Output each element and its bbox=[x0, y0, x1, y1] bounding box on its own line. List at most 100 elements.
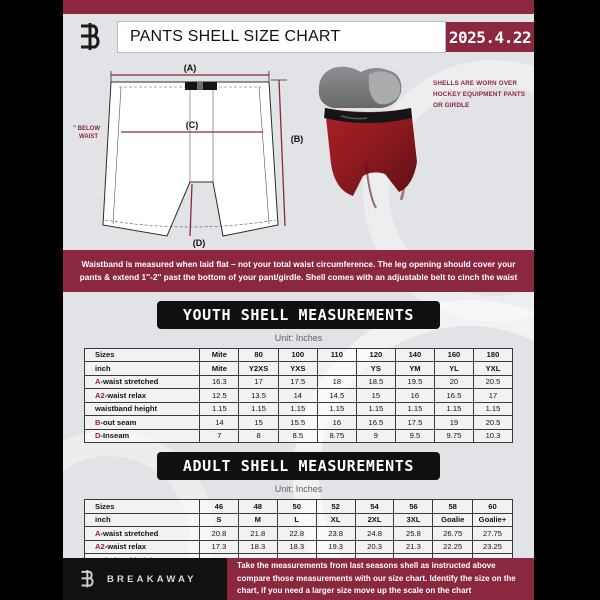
table-cell: 46 bbox=[198, 499, 239, 514]
table-cell bbox=[316, 361, 357, 376]
table-cell: 1.15 bbox=[355, 401, 396, 417]
table-cell: 22.25 bbox=[432, 539, 473, 555]
table-cell: 16.5 bbox=[355, 415, 396, 430]
table-cell: 18 bbox=[316, 374, 357, 390]
table-cell: M bbox=[237, 512, 278, 528]
revision-date-badge: 2025.4.22 bbox=[446, 22, 534, 52]
table-cell: 18.3 bbox=[237, 539, 278, 555]
table-cell: 16 bbox=[316, 415, 357, 430]
table-cell: 16.3 bbox=[199, 374, 240, 390]
chart-title-box: PANTS SHELL SIZE CHART bbox=[117, 21, 446, 53]
row-label: Sizes bbox=[83, 347, 201, 363]
table-cell: S bbox=[198, 512, 239, 528]
table-cell: 18.3 bbox=[276, 539, 317, 555]
table-cell: 10.3 bbox=[472, 428, 514, 444]
table-cell: 17 bbox=[472, 388, 514, 403]
diagram-row: (A) (C) (B) (D) 7'' BELOW WAIST bbox=[63, 60, 534, 250]
table-cell: 160 bbox=[433, 347, 474, 363]
table-cell: 1.15 bbox=[472, 401, 514, 417]
table-cell: 22.8 bbox=[276, 526, 317, 541]
table-cell: YXL bbox=[472, 361, 514, 376]
table-cell: 52 bbox=[315, 499, 356, 514]
row-label: inch bbox=[83, 361, 201, 376]
row-label: D-Inseam bbox=[83, 428, 201, 444]
table-cell: 21.3 bbox=[393, 539, 434, 555]
adult-title: ADULT SHELL MEASUREMENTS bbox=[156, 452, 441, 481]
row-label-prefix: A2 bbox=[95, 542, 105, 552]
table-cell: 19 bbox=[433, 415, 474, 430]
table-cell: 15 bbox=[238, 415, 279, 430]
row-label: Sizes bbox=[84, 499, 200, 514]
table-cell: YM bbox=[394, 361, 435, 376]
table-cell: 1.15 bbox=[316, 401, 357, 417]
table-cell: 8.5 bbox=[277, 428, 318, 444]
footer-brand: BREAKAWAY bbox=[63, 558, 227, 600]
table-cell: 100 bbox=[277, 347, 318, 363]
youth-title: YOUTH SHELL MEASUREMENTS bbox=[156, 300, 441, 329]
table-cell: 27.75 bbox=[471, 526, 514, 541]
table-cell: 24.8 bbox=[354, 526, 395, 541]
table-cell: 18.5 bbox=[355, 374, 396, 390]
table-row: D-Inseam 7 8 8.5 8.75 9 9.5 9.75 10.3 bbox=[83, 428, 514, 444]
table-row: A2-waist relax 12.5 13.5 14 14.5 15 16 16.5 17 bbox=[83, 388, 514, 403]
table-cell: 20.8 bbox=[198, 526, 239, 541]
table-cell: Mite bbox=[199, 347, 240, 363]
table-cell: 1.15 bbox=[394, 401, 435, 417]
table-cell: 56 bbox=[393, 499, 434, 514]
table-cell: Mite bbox=[199, 361, 240, 376]
row-label: B-out seam bbox=[83, 415, 201, 430]
adult-section-header: ADULT SHELL MEASUREMENTS bbox=[63, 443, 534, 481]
page-footer: BREAKAWAY Take the measurements from las… bbox=[63, 558, 534, 600]
table-row: A-waist stretched 20.8 21.8 22.8 23.8 24.8 25.… bbox=[84, 526, 514, 541]
row-label-prefix: B bbox=[95, 417, 101, 427]
row-label: A2-waist relax bbox=[84, 539, 200, 555]
youth-section-header: YOUTH SHELL MEASUREMENTS bbox=[63, 292, 534, 329]
table-cell: 9.5 bbox=[394, 428, 435, 444]
row-label-prefix: A2 bbox=[95, 390, 105, 400]
table-cell: 14 bbox=[277, 388, 318, 403]
table-cell: 50 bbox=[276, 499, 317, 514]
row-label-prefix: D bbox=[95, 431, 101, 441]
table-cell: YXS bbox=[277, 361, 318, 376]
row-label-prefix: A bbox=[95, 528, 101, 538]
row-label: inch bbox=[84, 512, 200, 528]
table-cell: 20.5 bbox=[472, 374, 514, 390]
side-note: SHELLS ARE WORN OVER HOCKEY EQUIPMENT PA… bbox=[433, 80, 526, 110]
table-cell: YL bbox=[433, 361, 474, 376]
table-cell: 19.5 bbox=[394, 374, 435, 390]
table-cell: Y2XS bbox=[238, 361, 279, 376]
table-cell: 140 bbox=[394, 347, 435, 363]
table-cell: 19.3 bbox=[315, 539, 356, 555]
table-cell: 48 bbox=[237, 499, 278, 514]
page-title: PANTS SHELL SIZE CHART bbox=[130, 28, 341, 45]
table-cell: 16 bbox=[394, 388, 435, 403]
footer-instructions: Take the measurements from last seasons … bbox=[227, 558, 534, 600]
table-cell: 15.5 bbox=[277, 415, 318, 430]
waist-note-line1: 7'' BELOW bbox=[73, 126, 100, 132]
table-row: inch S M L XL 2XL 3XL Goalie Goalie+ bbox=[84, 512, 514, 528]
brand-name: BREAKAWAY bbox=[107, 573, 197, 585]
table-cell: 58 bbox=[432, 499, 473, 514]
table-cell: 20.5 bbox=[472, 415, 514, 430]
breakaway-b-logo-icon bbox=[71, 17, 111, 57]
table-cell: 17.3 bbox=[198, 539, 239, 555]
table-cell: 14.5 bbox=[316, 388, 357, 403]
table-cell: 1.15 bbox=[433, 401, 474, 417]
row-label-prefix: A bbox=[95, 377, 101, 387]
table-row: B-out seam 14 15 15.5 16 16.5 17.5 19 20.5 bbox=[83, 415, 514, 430]
table-cell: 21.8 bbox=[237, 526, 278, 541]
table-cell: 17 bbox=[238, 374, 279, 390]
label-d: (D) bbox=[193, 238, 206, 248]
table-cell: 110 bbox=[316, 347, 357, 363]
row-label: A-waist stretched bbox=[83, 374, 201, 390]
table-row: Sizes 46 48 50 52 54 56 58 60 bbox=[84, 499, 514, 514]
table-cell: 16.5 bbox=[433, 388, 474, 403]
row-label: waistband height bbox=[83, 401, 201, 417]
table-cell: 180 bbox=[472, 347, 514, 363]
table-row: inch Mite Y2XS YXS YS YM YL YXL bbox=[83, 361, 514, 376]
size-chart-page: PANTS SHELL SIZE CHART 2025.4.22 bbox=[63, 0, 534, 600]
measurement-note-bar: Waistband is measured when laid flat – n… bbox=[63, 250, 534, 292]
pants-technical-drawing: (A) (C) (B) (D) 7'' BELOW WAIST bbox=[73, 63, 303, 248]
label-a: (A) bbox=[184, 63, 197, 73]
